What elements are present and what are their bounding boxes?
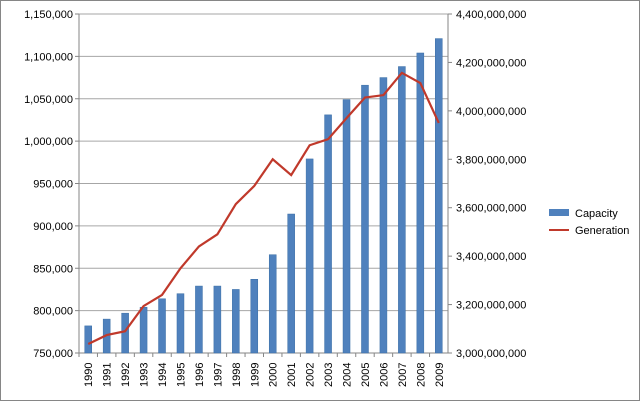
x-tick-label: 2002 [305,363,317,387]
bar-1998 [232,289,240,354]
x-tick-label: 2001 [286,363,298,387]
left-tick-label: 1,000,000 [24,136,73,148]
left-tick-label: 850,000 [33,263,73,275]
left-tick-label: 900,000 [33,221,73,233]
x-tick-label: 1990 [83,363,95,387]
bar-1993 [139,306,148,354]
bar-2008 [416,52,425,354]
right-tick-label: 3,000,000,000 [456,348,526,360]
legend: Capacity Generation [549,208,629,237]
bar-2003 [324,114,332,354]
bar-1990 [84,325,92,354]
x-tick-label: 1995 [175,363,187,387]
x-tick-label: 1992 [120,363,132,387]
bar-1995 [176,293,185,354]
left-tick-label: 1,100,000 [24,51,73,63]
right-tick-label: 4,400,000,000 [456,9,526,21]
bar-1996 [195,285,203,354]
x-tick-label: 1994 [157,363,169,387]
legend-capacity-swatch [549,209,569,216]
bar-1999 [250,279,259,354]
bar-1997 [213,285,222,354]
x-tick-label: 2008 [415,363,427,387]
right-tick-label: 4,000,000,000 [456,106,526,118]
x-tick-label: 1997 [212,363,224,387]
bar-1994 [158,298,166,354]
bar-2009 [435,38,443,354]
x-tick-label: 1998 [231,363,243,387]
bar-2005 [361,84,369,354]
x-tick-label: 2000 [268,363,280,387]
left-tick-label: 750,000 [33,348,73,360]
x-tick-label: 2006 [378,363,390,387]
bar-2000 [268,254,277,354]
x-tick-label: 1999 [249,363,261,387]
x-tick-label: 2007 [397,363,409,387]
x-tick-label: 2003 [323,363,335,387]
left-tick-label: 950,000 [33,179,73,191]
x-tick-label: 2009 [434,363,446,387]
x-tick-label: 2005 [360,363,372,387]
bar-2006 [379,77,388,354]
right-tick-label: 3,200,000,000 [456,300,526,312]
x-tick-label: 2004 [342,363,354,387]
left-tick-label: 1,050,000 [24,94,73,106]
bar-2002 [305,158,314,354]
x-tick-label: 1991 [102,363,114,387]
bar-1992 [121,312,129,354]
x-tick-label: 1996 [194,363,206,387]
bar-2007 [398,66,406,354]
right-tick-label: 3,800,000,000 [456,154,526,166]
right-tick-label: 3,600,000,000 [456,203,526,215]
left-tick-label: 1,150,000 [24,9,73,21]
legend-capacity-label: Capacity [575,208,618,220]
bar-2001 [287,213,295,354]
left-tick-label: 800,000 [33,306,73,318]
bar-2004 [342,99,351,354]
legend-generation-label: Generation [575,225,629,237]
right-tick-label: 4,200,000,000 [456,57,526,69]
generation-line [87,71,440,346]
right-tick-label: 3,400,000,000 [456,251,526,263]
x-tick-label: 1993 [139,363,151,387]
